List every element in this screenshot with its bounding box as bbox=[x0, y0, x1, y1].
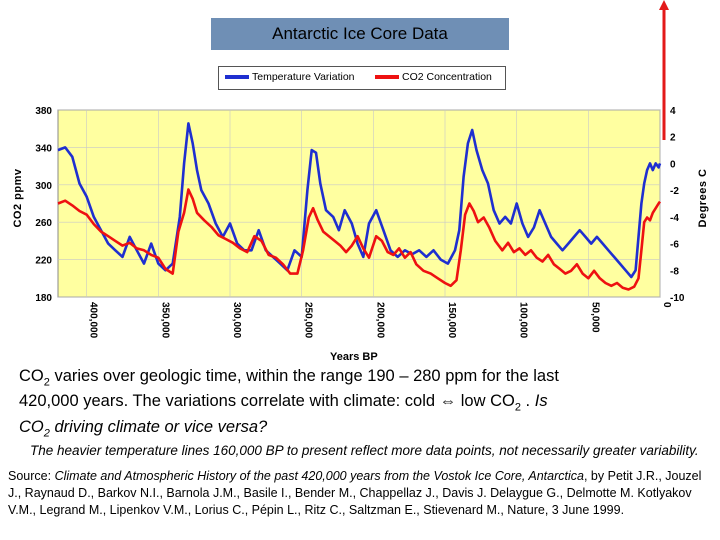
caption-line2-mid: low CO bbox=[456, 392, 515, 411]
plot-area bbox=[57, 109, 661, 298]
y-right-tick-label: 0 bbox=[670, 159, 676, 170]
y-right-tick-label: -10 bbox=[670, 293, 685, 304]
caption-question-co2: CO bbox=[19, 417, 44, 436]
x-tick-label: 0 bbox=[661, 302, 672, 308]
y-right-tick-label: -2 bbox=[670, 186, 679, 197]
x-tick-label: 250,000 bbox=[303, 302, 314, 339]
caption-sub: 2 bbox=[43, 376, 50, 389]
caption-question: driving climate or vice versa? bbox=[49, 417, 268, 436]
legend-label-temperature: Temperature Variation bbox=[252, 71, 355, 83]
x-tick-label: 350,000 bbox=[159, 302, 170, 339]
y-axis-right-label: Degrees C bbox=[697, 168, 709, 228]
legend-swatch-co2 bbox=[375, 75, 399, 79]
x-tick-label: 150,000 bbox=[446, 302, 457, 339]
y-left-tick-label: 220 bbox=[35, 256, 52, 267]
source-label: Source: bbox=[8, 469, 55, 483]
source-authors: , by Petit J.R., Jouzel J., Raynaud D., … bbox=[8, 469, 702, 517]
x-tick-label: 200,000 bbox=[374, 302, 385, 339]
y-right-tick-label: 4 bbox=[670, 106, 676, 117]
caption-sub: 2 bbox=[43, 426, 50, 439]
x-tick-label: 50,000 bbox=[589, 302, 600, 333]
x-tick-label: 300,000 bbox=[231, 302, 242, 339]
chart-legend: Temperature Variation CO2 Concentration bbox=[218, 66, 506, 90]
y-right-tick-label: -8 bbox=[670, 266, 679, 277]
chart-title: Antarctic Ice Core Data bbox=[211, 18, 509, 50]
legend-label-co2: CO2 Concentration bbox=[402, 71, 492, 83]
source-citation: Source: Climate and Atmospheric History … bbox=[8, 468, 714, 519]
caption-question-start: Is bbox=[534, 392, 548, 411]
y-left-tick-label: 380 bbox=[35, 106, 52, 117]
temperature-series-line bbox=[57, 122, 662, 279]
y-axis-left-label: CO2 ppmv bbox=[12, 168, 24, 228]
legend-swatch-temperature bbox=[225, 75, 249, 79]
red-arrow-icon bbox=[659, 0, 669, 140]
caption-co2-prefix: CO bbox=[19, 367, 44, 385]
source-title: Climate and Atmospheric History of the p… bbox=[54, 469, 584, 483]
caption-text: CO2 varies over geologic time, within th… bbox=[19, 367, 699, 443]
y-right-tick-label: -4 bbox=[670, 213, 679, 224]
y-right-tick-label: 2 bbox=[670, 133, 676, 144]
caption-line1: varies over geologic time, within the ra… bbox=[49, 367, 559, 385]
y-left-tick-label: 340 bbox=[35, 143, 52, 154]
note-text: The heavier temperature lines 160,000 BP… bbox=[30, 443, 699, 458]
ice-core-chart: 380 340 300 260 220 180 4 2 0 -2 -4 -6 -8 -10 400,000 3… bbox=[35, 106, 685, 339]
co2-series-line bbox=[57, 188, 662, 291]
legend-item-temperature: Temperature Variation bbox=[225, 71, 355, 83]
caption-line2: 420,000 years. The variations correlate … bbox=[19, 392, 440, 411]
legend-item-co2: CO2 Concentration bbox=[375, 71, 492, 83]
double-arrow-icon: ⇔ bbox=[439, 392, 457, 411]
x-tick-label: 100,000 bbox=[518, 302, 529, 339]
y-left-tick-label: 260 bbox=[35, 218, 52, 229]
y-left-tick-label: 180 bbox=[35, 293, 52, 304]
x-axis-label: Years BP bbox=[330, 351, 378, 363]
caption-sub: 2 bbox=[514, 401, 521, 414]
y-left-tick-label: 300 bbox=[35, 181, 52, 192]
y-right-tick-label: -6 bbox=[670, 240, 679, 251]
x-tick-label: 400,000 bbox=[88, 302, 99, 339]
caption-line2-post: . bbox=[520, 392, 535, 411]
